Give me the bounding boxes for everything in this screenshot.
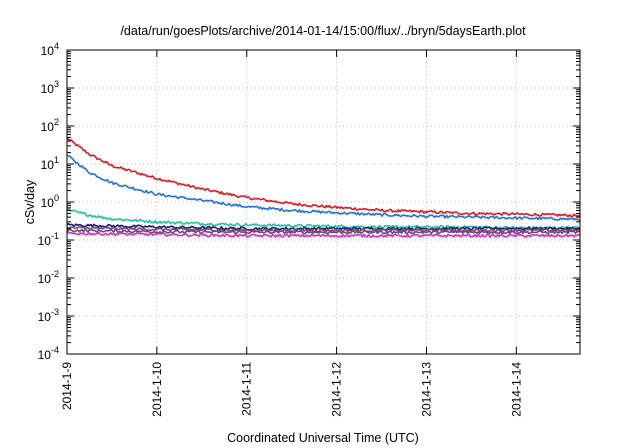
y-tick-label: 102 [41,117,59,134]
y-tick-label: 10-1 [38,231,59,248]
x-tick-label: 2014-1-13 [419,362,433,417]
y-axis: 104 103 102 101 100 10-1 10-2 10-3 10-4 [38,41,580,362]
x-tick-label: 2014-1-14 [509,362,523,417]
y-tick-label: 101 [41,155,59,172]
series-line-4 [66,223,581,231]
y-tick-label: 103 [41,79,59,96]
y-tick-label: 10-4 [38,345,59,362]
x-tick-label: 2014-1-9 [60,362,74,410]
y-tick-label: 100 [41,193,59,210]
y-tick-label: 104 [41,41,59,58]
y-tick-label: 10-3 [38,307,59,324]
series-line-2 [66,154,581,222]
x-tick-label: 2014-1-10 [150,362,164,417]
x-axis: 2014-1-9 2014-1-10 2014-1-11 2014-1-12 2014-… [60,50,523,417]
series-line-7 [66,231,581,238]
grid [67,50,580,354]
x-tick-label: 2014-1-12 [330,362,344,417]
y-tick-label: 10-2 [38,269,59,286]
series-line-6 [66,228,581,235]
series-group [66,137,581,238]
x-tick-label: 2014-1-11 [240,362,254,416]
series-line-1 [66,137,581,218]
x-axis-label: Coordinated Universal Time (UTC) [227,431,419,445]
chart-title: /data/run/goesPlots/archive/2014-01-14/1… [120,24,526,38]
series-line-3 [66,207,581,230]
y-axis-label: cSv/day [23,179,37,224]
